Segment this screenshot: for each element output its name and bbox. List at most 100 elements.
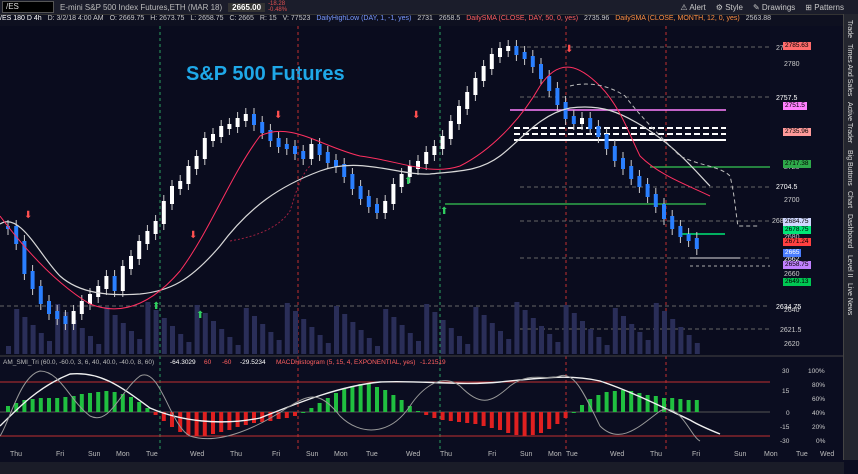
- macd-bar: [170, 412, 174, 427]
- drawings-label: Drawings: [761, 2, 796, 12]
- time-axis-label: Wed: [190, 451, 205, 458]
- style-button[interactable]: ⚙ Style: [716, 3, 743, 12]
- timeframe-label[interactable]: /ES 180 D 4h: [0, 15, 42, 22]
- candle-body: [563, 102, 568, 119]
- price-candles[interactable]: [6, 40, 699, 330]
- session-separators: [159, 26, 667, 450]
- price-tag: 2717.38: [783, 160, 811, 168]
- candle-body: [268, 130, 273, 141]
- volume-bar: [678, 327, 684, 354]
- volume-bar: [6, 346, 11, 354]
- volume-bar: [432, 312, 438, 354]
- volume-bar: [653, 303, 659, 354]
- macd-bar: [563, 412, 568, 418]
- rail-tab[interactable]: Live News: [846, 283, 853, 316]
- rail-tab[interactable]: Active Trader: [846, 102, 853, 144]
- candle-body: [243, 114, 248, 121]
- volume-bar: [63, 312, 69, 354]
- svg-text:⬇: ⬇: [412, 110, 420, 121]
- candle-body: [260, 122, 265, 133]
- candle-body: [55, 311, 60, 319]
- rail-tab[interactable]: Level II: [846, 254, 853, 278]
- rail-tab[interactable]: Big Buttons: [846, 149, 853, 186]
- candle-body: [588, 118, 593, 129]
- volume-bar: [621, 316, 626, 354]
- macd-bar: [571, 412, 576, 413]
- oscillator-label[interactable]: AM_SMI_Tri (60.0, -60.0, 3, 6, 40, 40.0,…: [3, 359, 154, 366]
- rail-tab[interactable]: Trade: [846, 20, 853, 39]
- svg-text:⬇: ⬇: [565, 44, 573, 55]
- candle-body: [6, 226, 10, 229]
- bar-open: O: 2669.75: [109, 15, 145, 22]
- bell-icon: ⚠: [680, 2, 688, 12]
- candle-body: [47, 301, 51, 314]
- oscillator-value-1: -64.3029: [170, 359, 196, 366]
- macd-bar: [342, 389, 347, 412]
- volume-bar: [227, 337, 233, 354]
- time-axis-label: Thu: [10, 451, 23, 458]
- macd-bar: [637, 393, 642, 412]
- volume-bar: [293, 311, 298, 354]
- patterns-button[interactable]: ⊞ Patterns: [805, 3, 844, 12]
- study-daily-sma[interactable]: DailySMA (CLOSE, DAY, 50, 0, yes): [466, 15, 579, 22]
- macd-bar: [186, 412, 191, 435]
- price-tag: 2678.75: [783, 226, 811, 234]
- macd-bar: [104, 391, 109, 412]
- volume-bar: [530, 318, 536, 354]
- bar-close: C: 2665: [229, 15, 254, 22]
- candle-body: [555, 88, 560, 105]
- candle-body: [202, 138, 207, 159]
- chart-area[interactable]: S&P 500 Futures: [0, 26, 844, 450]
- macd-bar: [293, 412, 297, 416]
- macd-label[interactable]: MACDHistogram (5, 15, 4, EXPONENTIAL, ye…: [276, 359, 415, 366]
- macd-bar: [137, 402, 142, 412]
- bar-date: D: 3/2/18 4:00 AM: [47, 15, 104, 22]
- candle-body: [227, 124, 232, 129]
- svg-text:⬆: ⬆: [404, 176, 412, 187]
- macd-bar: [662, 398, 666, 412]
- macd-bar: [243, 412, 248, 425]
- candle-body: [88, 294, 92, 304]
- macd-bar: [358, 384, 363, 412]
- volume-bar: [334, 306, 339, 354]
- macd-bar: [457, 412, 461, 422]
- svg-text:⬇: ⬇: [189, 230, 197, 241]
- price-tag: 2649.13: [783, 278, 811, 286]
- candle-body: [235, 118, 240, 127]
- volume-bar: [235, 345, 241, 354]
- candle-body: [325, 152, 330, 163]
- alert-button[interactable]: ⚠ Alert: [680, 3, 705, 12]
- rail-tab[interactable]: Chart: [846, 191, 853, 209]
- candle-body: [522, 52, 527, 59]
- osc-80: 80%: [812, 382, 825, 389]
- macd-bar: [416, 411, 420, 412]
- smi-line: [0, 372, 721, 435]
- study-dailyhighlow[interactable]: DailyHighLow (DAY, 1, -1, yes): [316, 15, 412, 22]
- macd-bar: [547, 412, 552, 429]
- volume-bar: [129, 331, 134, 354]
- rail-tab[interactable]: Dashboard: [846, 214, 853, 249]
- volume-bar: [22, 317, 28, 354]
- pattern-icon: ⊞: [805, 2, 812, 12]
- price-tag: 2735.96: [783, 128, 811, 136]
- symbol-input[interactable]: /ES: [2, 1, 54, 13]
- candle-body: [211, 134, 215, 141]
- candle-body: [506, 46, 511, 51]
- volume-bar: [637, 332, 643, 354]
- candle-body: [219, 126, 224, 137]
- candle-body: [416, 161, 420, 169]
- study-monthly-sma[interactable]: DailySMA (CLOSE, MONTH, 12, 0, yes): [615, 15, 740, 22]
- macd-bar: [383, 390, 388, 412]
- rail-tab[interactable]: Times And Sales: [846, 44, 853, 97]
- volume-bar: [514, 302, 520, 354]
- sma-line: [0, 106, 711, 296]
- time-axis-label: Thu: [440, 451, 453, 458]
- status-bar: [0, 462, 844, 474]
- volume-bar: [14, 309, 20, 354]
- bar-volume: V: 77523: [282, 15, 311, 22]
- candle-body: [120, 266, 125, 291]
- macd-bar: [473, 412, 478, 424]
- candle-body: [375, 204, 379, 213]
- drawings-button[interactable]: ✎ Drawings: [753, 3, 795, 12]
- time-axis-label: Tue: [566, 451, 578, 458]
